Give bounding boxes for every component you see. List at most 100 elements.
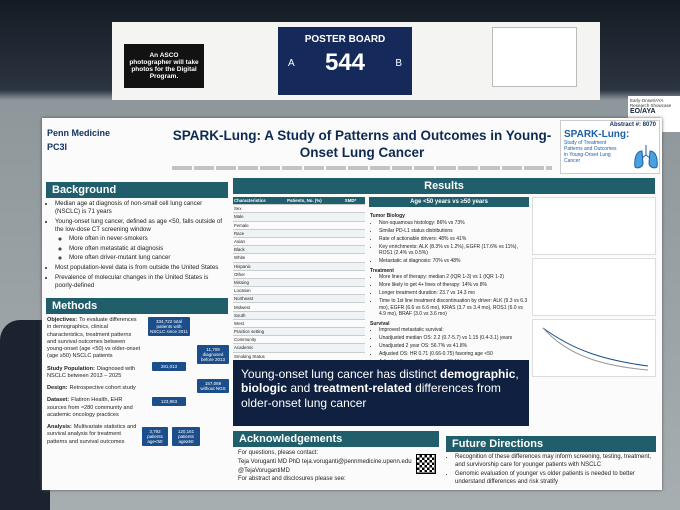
ack-line: For questions, please contact: xyxy=(238,450,319,456)
flow-node: 334,722 total patients with NSCLC since … xyxy=(148,317,190,336)
board-row: A 544 B xyxy=(278,45,412,81)
method-label: Design: xyxy=(47,385,68,392)
photographer-sign: An ASCO photographer will take photos fo… xyxy=(124,44,204,88)
person-silhouette xyxy=(0,320,50,510)
row-label: Black xyxy=(233,245,287,255)
cell xyxy=(286,319,344,329)
cell xyxy=(286,294,344,304)
row-label: West xyxy=(233,319,287,329)
bullet: Unadjusted 2 year OS: 56.7% vs 41.8% xyxy=(379,343,528,350)
cell xyxy=(343,335,365,345)
row-label: Northeast xyxy=(233,294,287,304)
bullet: Young-onset lung cancer, defined as age … xyxy=(55,218,228,234)
board-sign: POSTER BOARD A 544 B xyxy=(278,27,412,95)
cell xyxy=(343,352,365,361)
method-label: Study Population: xyxy=(47,365,95,372)
poster-title: SPARK-Lung: A Study of Patterns and Outc… xyxy=(172,128,552,160)
bullet: Median age at diagnosis of non-small cel… xyxy=(55,200,228,216)
row-label: Midwest xyxy=(233,302,287,312)
group-list: More lines of therapy: median 2 (IQR 1-3… xyxy=(370,274,528,318)
chart-panel xyxy=(532,197,656,255)
cell xyxy=(343,294,365,304)
row-label: Practice setting xyxy=(233,327,287,337)
acknowledgements-text: For questions, please contact: Teja Vorug… xyxy=(238,450,418,485)
key-text: , xyxy=(515,367,519,381)
cell xyxy=(343,311,365,320)
chart-panel xyxy=(532,258,656,316)
cell xyxy=(343,253,365,263)
header-cell: Patients, No. (%) xyxy=(286,197,344,206)
method-item: Objectives: To evaluate differences in de… xyxy=(47,317,142,361)
flow-node: 281,013 xyxy=(152,362,186,371)
row-label: Hispanic xyxy=(233,262,287,271)
bullet: Rate of actionable drivers: 48% vs 41% xyxy=(379,236,528,243)
bullet: Key enrichments: ALK (8.3% vs 1.2%), EGF… xyxy=(379,244,528,257)
cell xyxy=(343,245,365,255)
side-title: SPARK-Lung: xyxy=(564,129,630,140)
key-text: and xyxy=(287,381,314,396)
bullet: Most population-level data is from outsi… xyxy=(55,264,228,272)
flow-node: 120,161 patients age≥50 xyxy=(172,427,200,446)
table-row: Location xyxy=(233,286,365,296)
method-label: Dataset: xyxy=(47,397,70,404)
row-label: Other xyxy=(233,270,287,279)
ack-line: @TejaVorugantiMD xyxy=(238,467,290,474)
row-label: Smoking Status xyxy=(233,352,287,361)
bullet: Unadjusted median OS: 2.2 (0.7-5.7) vs 1… xyxy=(379,335,528,342)
row-label: White xyxy=(233,253,287,263)
showcase-tag: EO/AYA xyxy=(630,108,656,115)
methods-text: Objectives: To evaluate differences in de… xyxy=(47,317,142,451)
cell xyxy=(343,229,365,238)
row-label: South xyxy=(233,311,287,320)
key-text: demographic xyxy=(440,367,516,381)
row-label: Female xyxy=(233,221,287,230)
cell xyxy=(286,253,344,263)
flow-node: 11,709 diagnosed before 2013 xyxy=(197,345,229,364)
table-row: Other xyxy=(233,270,365,279)
method-text: Diagnosed with NSCLC between 2013 – 2025 xyxy=(47,365,136,379)
method-label: Analysis: xyxy=(47,424,72,431)
board-right: B xyxy=(395,57,402,69)
bullet: Metastatic at diagnosis: 70% vs 48% xyxy=(379,258,528,265)
method-item: Analysis: Multivariate statistics and sur… xyxy=(47,424,142,446)
cell xyxy=(286,343,344,353)
flow-node: 3,792 patients age<50 xyxy=(142,427,168,446)
table-row: South xyxy=(233,311,365,320)
bullet: Improved metastatic survival: xyxy=(379,327,528,334)
poster: Penn Medicine PC3I SPARK-Lung: A Study o… xyxy=(42,118,662,490)
cell xyxy=(286,286,344,296)
section-heading: Background xyxy=(46,182,228,198)
table-row: Female xyxy=(233,221,365,230)
section-heading: Results xyxy=(233,178,655,194)
section-heading: Acknowledgements xyxy=(233,431,439,447)
lung-icon xyxy=(634,145,658,169)
header-cell: SMD* xyxy=(343,197,365,206)
key-text: treatment-related xyxy=(313,381,412,396)
cell xyxy=(286,270,344,279)
sub-list: More often in never-smokers More often me… xyxy=(55,235,228,262)
table-row: Community xyxy=(233,335,365,345)
method-text: Flatiron Health, EHR sources from ≈280 c… xyxy=(47,397,133,418)
table-header: Characteristics Patients, No. (%) SMD* xyxy=(233,197,365,206)
ack-line: Teja Voruganti MD PhD teja.voruganti@pen… xyxy=(238,458,412,465)
table-row: Asian xyxy=(233,237,365,247)
table-row: Black xyxy=(233,245,365,255)
background-list: Median age at diagnosis of non-small cel… xyxy=(46,200,228,291)
flow-node: 123,953 xyxy=(152,397,186,406)
key-text: differences from older-onset lung cancer xyxy=(241,381,501,410)
side-box: Abstract #: 8070 SPARK-Lung: Study of Tr… xyxy=(560,120,660,174)
group-heading: Survival xyxy=(370,320,390,327)
board-left: A xyxy=(288,57,295,69)
cell xyxy=(343,237,365,247)
table-row: White xyxy=(233,253,365,263)
table-row: Hispanic xyxy=(233,262,365,271)
bullet: Longer treatment duration: 23.7 vs 14.3 … xyxy=(379,290,528,297)
cell xyxy=(286,352,344,361)
table-row: Missing xyxy=(233,278,365,288)
small-paper xyxy=(492,27,577,87)
table: Characteristics Patients, No. (%) SMD* Sex M… xyxy=(233,197,365,386)
side-subtitle: Study of Treatment Patterns and Outcomes… xyxy=(564,140,617,164)
table-row: Smoking Status xyxy=(233,352,365,361)
flowchart: 334,722 total patients with NSCLC since … xyxy=(142,317,230,467)
row-label: Location xyxy=(233,286,287,296)
